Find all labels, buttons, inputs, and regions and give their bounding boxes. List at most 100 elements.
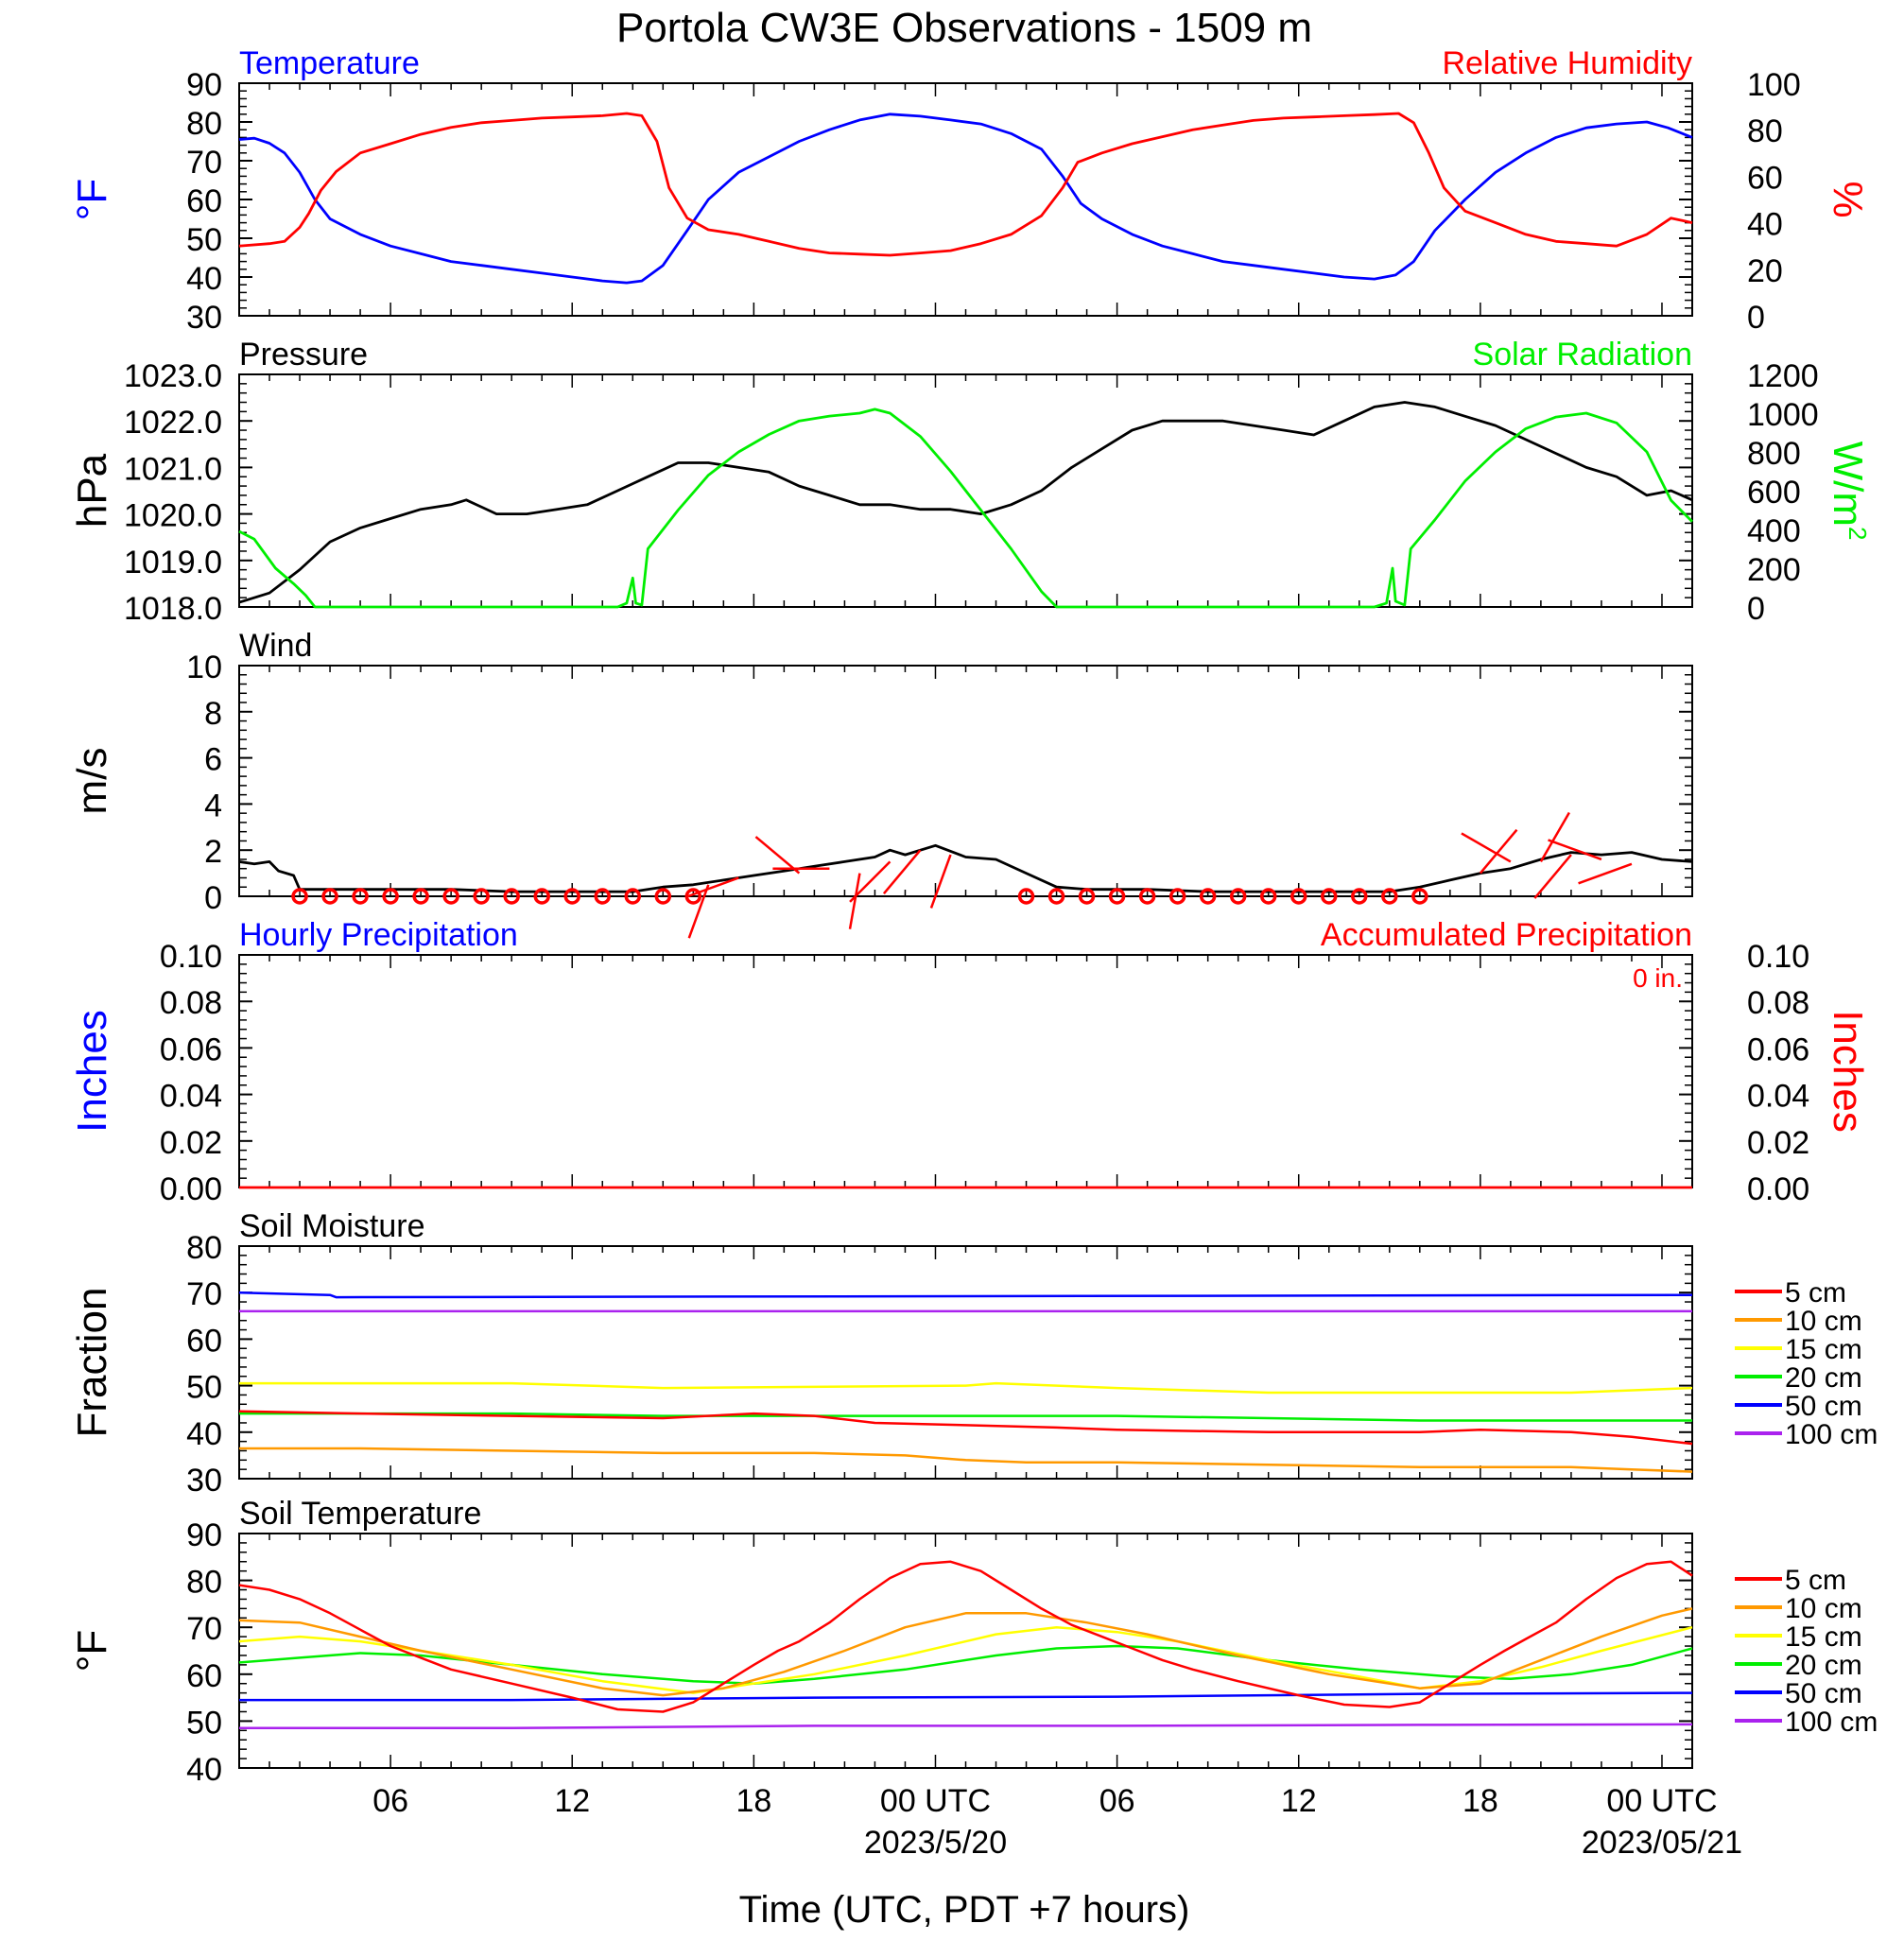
right-y-tick-label: 1000 xyxy=(1747,397,1819,433)
panel-precip: 0.00 0.02 0.04 0.06 0.08 0.10 0.00 0.02 0.04 0.06… xyxy=(69,917,1871,1207)
right-y-tick-label: 80 xyxy=(1747,113,1783,149)
series-d20-line xyxy=(238,1644,1693,1685)
right-y-tick-label: 20 xyxy=(1747,253,1783,289)
legend-label: 5 cm xyxy=(1785,1565,1846,1596)
wind-barbs xyxy=(684,811,1633,939)
left-y-label: °F xyxy=(69,1630,115,1672)
left-y-ticks: 0 2 4 6 8 10 xyxy=(186,650,1692,916)
panel-frame xyxy=(238,82,1693,317)
wind-barb xyxy=(848,873,861,929)
x-tick-label: 06 xyxy=(1099,1783,1135,1819)
y-tick-label: 60 xyxy=(186,183,222,219)
calm-wind-circle xyxy=(321,888,338,905)
series-solar-line xyxy=(238,407,1693,609)
x-tick-date-label: 2023/5/20 xyxy=(864,1825,1007,1861)
y-tick-label: 1022.0 xyxy=(124,405,222,441)
accumulated-precip-value: 0 in. xyxy=(1633,963,1683,993)
calm-wind-circle xyxy=(1108,888,1126,905)
y-tick-label: 1021.0 xyxy=(124,451,222,487)
left-y-label: Inches xyxy=(69,1010,115,1133)
y-tick-label: 30 xyxy=(186,300,222,336)
series-pressure-line xyxy=(238,401,1693,604)
right-y-label-superscript: 2 xyxy=(1843,527,1872,540)
legend-label: 50 cm xyxy=(1785,1391,1862,1422)
y-tick-label: 80 xyxy=(186,1565,222,1601)
legend-label: 20 cm xyxy=(1785,1650,1862,1681)
y-tick-label: 50 xyxy=(186,222,222,258)
right-y-label: % xyxy=(1825,181,1871,217)
x-tick-label: 12 xyxy=(1281,1783,1317,1819)
y-tick-label: 0 xyxy=(204,880,222,916)
panel-pressure_solar: 1018.0 1019.0 1020.0 1021.0 1022.0 1023.0 0200… xyxy=(69,337,1872,627)
panel-wind: 0 2 4 6 8 10 Wind m/s xyxy=(69,628,1693,939)
x-axis-label: Time (UTC, PDT +7 hours) xyxy=(739,1889,1190,1931)
left-y-label: m/s xyxy=(69,748,115,815)
x-axis: 06 12 18 00 UTC 2023/5/20 06 12 18 00 UTC 2023/05… xyxy=(372,1783,1742,1861)
wind-barb xyxy=(1548,839,1602,861)
right-y-tick-label: 60 xyxy=(1747,160,1783,196)
right-y-label: W/m2 xyxy=(1825,442,1872,541)
panel-frame xyxy=(238,665,1693,897)
legend-label: 50 cm xyxy=(1785,1678,1862,1709)
y-tick-label: 4 xyxy=(204,788,222,823)
right-y-tick-label: 800 xyxy=(1747,436,1801,472)
y-tick-label: 70 xyxy=(186,1611,222,1647)
y-tick-label: 40 xyxy=(186,1752,222,1788)
wind-barb xyxy=(754,836,801,875)
chart-title: Portola CW3E Observations - 1509 m xyxy=(616,5,1312,51)
calm-wind-circle xyxy=(1381,888,1398,905)
calm-wind-circle xyxy=(1138,888,1156,905)
right-y-tick-label: 40 xyxy=(1747,207,1783,243)
panel-left-title: Temperature xyxy=(239,45,420,81)
right-y-tick-label: 600 xyxy=(1747,475,1801,511)
y-tick-label: 0.00 xyxy=(160,1171,222,1207)
y-tick-label: 90 xyxy=(186,1517,222,1553)
y-tick-label: 70 xyxy=(186,1276,222,1312)
right-y-tick-label: 0.02 xyxy=(1747,1125,1809,1161)
wind-barb xyxy=(1461,832,1512,863)
right-y-tick-label: 0.06 xyxy=(1747,1031,1809,1067)
y-tick-label: 50 xyxy=(186,1370,222,1406)
series-d50-line xyxy=(239,1691,1693,1702)
calm-wind-circle xyxy=(1321,888,1338,905)
y-tick-label: 80 xyxy=(186,106,222,142)
right-y-tick-label: 0 xyxy=(1747,591,1765,627)
panel-soil_moisture: 30 40 50 60 70 80 Soil Moisture Fraction 5 cm10 … xyxy=(69,1208,1878,1499)
legend-label: 100 cm xyxy=(1785,1707,1878,1738)
y-tick-label: 1023.0 xyxy=(124,358,222,394)
panel-frame xyxy=(238,954,1693,1188)
series-d20-line xyxy=(239,1412,1692,1422)
series-humidity-line xyxy=(238,112,1693,257)
panel-left-title: Wind xyxy=(239,628,312,664)
right-y-tick-label: 400 xyxy=(1747,513,1801,549)
panel-left-title: Pressure xyxy=(239,337,368,373)
x-tick-label: 06 xyxy=(372,1783,408,1819)
right-y-tick-label: 1200 xyxy=(1747,358,1819,394)
x-ticks xyxy=(238,666,1693,896)
y-tick-label: 1019.0 xyxy=(124,545,222,581)
x-tick-label: 18 xyxy=(1463,1783,1498,1819)
panel-right-title: Accumulated Precipitation xyxy=(1321,917,1692,953)
series-d10-line xyxy=(239,1447,1693,1473)
calm-wind-circle xyxy=(1017,888,1035,905)
y-tick-label: 70 xyxy=(186,145,222,181)
series-temperature-line xyxy=(238,113,1693,285)
wind-barb xyxy=(882,849,922,894)
left-y-label: °F xyxy=(69,179,115,220)
y-tick-label: 80 xyxy=(186,1230,222,1266)
calm-wind-circle xyxy=(412,888,429,905)
calm-wind-circle xyxy=(1199,888,1217,905)
series-d5-line xyxy=(238,1560,1693,1713)
legend-label: 10 cm xyxy=(1785,1306,1862,1337)
left-y-label: hPa xyxy=(69,453,115,528)
wind-barb xyxy=(1539,811,1570,863)
right-y-label: Inches xyxy=(1825,1010,1871,1133)
calm-wind-circle xyxy=(1078,888,1096,905)
calm-wind-circle xyxy=(1168,888,1186,905)
